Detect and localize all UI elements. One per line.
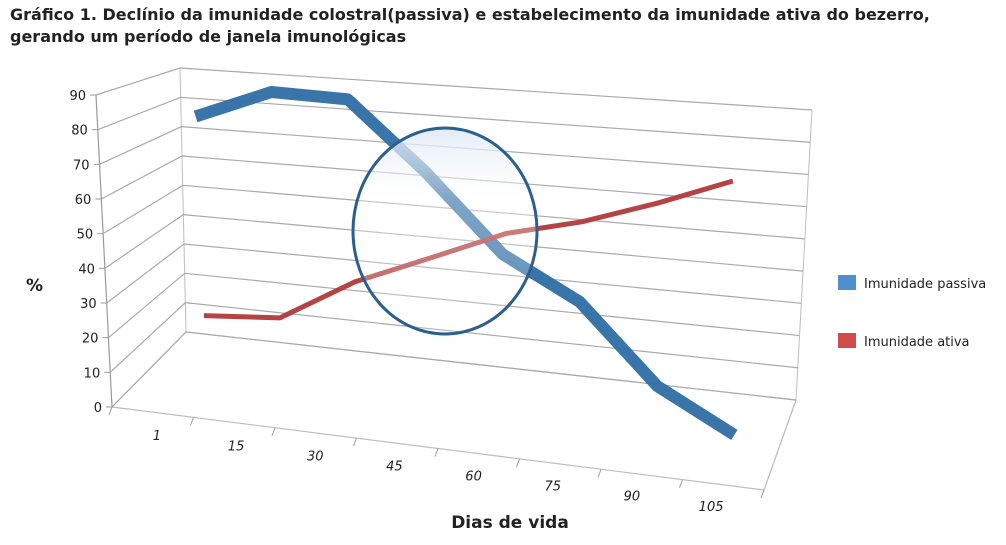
x-tick-mark xyxy=(434,448,439,457)
x-tick-label: 105 xyxy=(699,500,724,515)
x-axis-title: Dias de vida xyxy=(451,513,569,533)
x-tick-label: 90 xyxy=(624,490,641,505)
gridline xyxy=(109,302,798,373)
back-left-edge xyxy=(179,67,187,333)
back-right-edge xyxy=(795,109,813,401)
y-axis-line xyxy=(95,94,113,408)
gridline xyxy=(111,331,797,408)
x-tick-mark xyxy=(679,479,683,488)
magnifier-lens xyxy=(351,126,539,336)
legend-item: Imunidade passiva xyxy=(838,275,986,292)
legend-item: Imunidade ativa xyxy=(838,333,970,350)
y-tick-label: 40 xyxy=(78,262,95,277)
legend: Imunidade passiva Imunidade ativa xyxy=(838,275,986,350)
x-tick-mark xyxy=(190,417,194,426)
x-tick-label: 1 xyxy=(153,429,161,444)
y-tick-label: 60 xyxy=(75,193,92,208)
legend-label: Imunidade ativa xyxy=(864,335,970,350)
y-axis-title: % xyxy=(26,276,43,296)
gridline xyxy=(102,184,805,240)
y-tick-label: 10 xyxy=(84,366,101,381)
legend-swatch xyxy=(838,333,856,348)
legend-swatch xyxy=(838,275,856,290)
y-tick-label: 70 xyxy=(73,158,90,173)
x-tick-mark xyxy=(108,406,113,416)
gridline xyxy=(95,67,813,111)
gridline xyxy=(106,243,802,304)
x-tick-mark xyxy=(353,437,357,447)
gridline xyxy=(97,96,811,143)
y-tick-labels: 0 10 20 30 40 50 60 70 80 90 xyxy=(69,89,102,416)
x-tick-label: 75 xyxy=(544,480,561,495)
x-tick-mark xyxy=(271,427,276,436)
x-tick-mark xyxy=(760,489,765,499)
magnifier-circle xyxy=(351,126,539,336)
y-tick-label: 20 xyxy=(82,332,99,347)
x-tick-label: 60 xyxy=(465,470,482,485)
x-tick-label: 30 xyxy=(307,449,324,464)
gridline xyxy=(99,126,809,176)
x-tick-label: 15 xyxy=(228,439,245,454)
right-floor-edge xyxy=(763,399,797,491)
x-tick-labels: 1 15 30 45 60 75 90 105 xyxy=(153,429,724,515)
gridlines xyxy=(90,67,813,499)
y-tick-label: 30 xyxy=(80,297,97,312)
x-tick-label: 45 xyxy=(386,459,403,474)
x-tick-mark xyxy=(516,458,520,468)
chart-title: Gráfico 1. Declínio da imunidade colostr… xyxy=(10,5,930,46)
gridline xyxy=(104,214,804,272)
legend-label: Imunidade passiva xyxy=(864,277,986,292)
gridline xyxy=(101,155,807,208)
y-tick-label: 0 xyxy=(94,401,102,416)
y-tick-label: 80 xyxy=(71,124,88,139)
x-tick-mark xyxy=(597,469,602,478)
y-tick-label: 50 xyxy=(77,228,94,243)
y-tick-label: 90 xyxy=(69,89,86,104)
